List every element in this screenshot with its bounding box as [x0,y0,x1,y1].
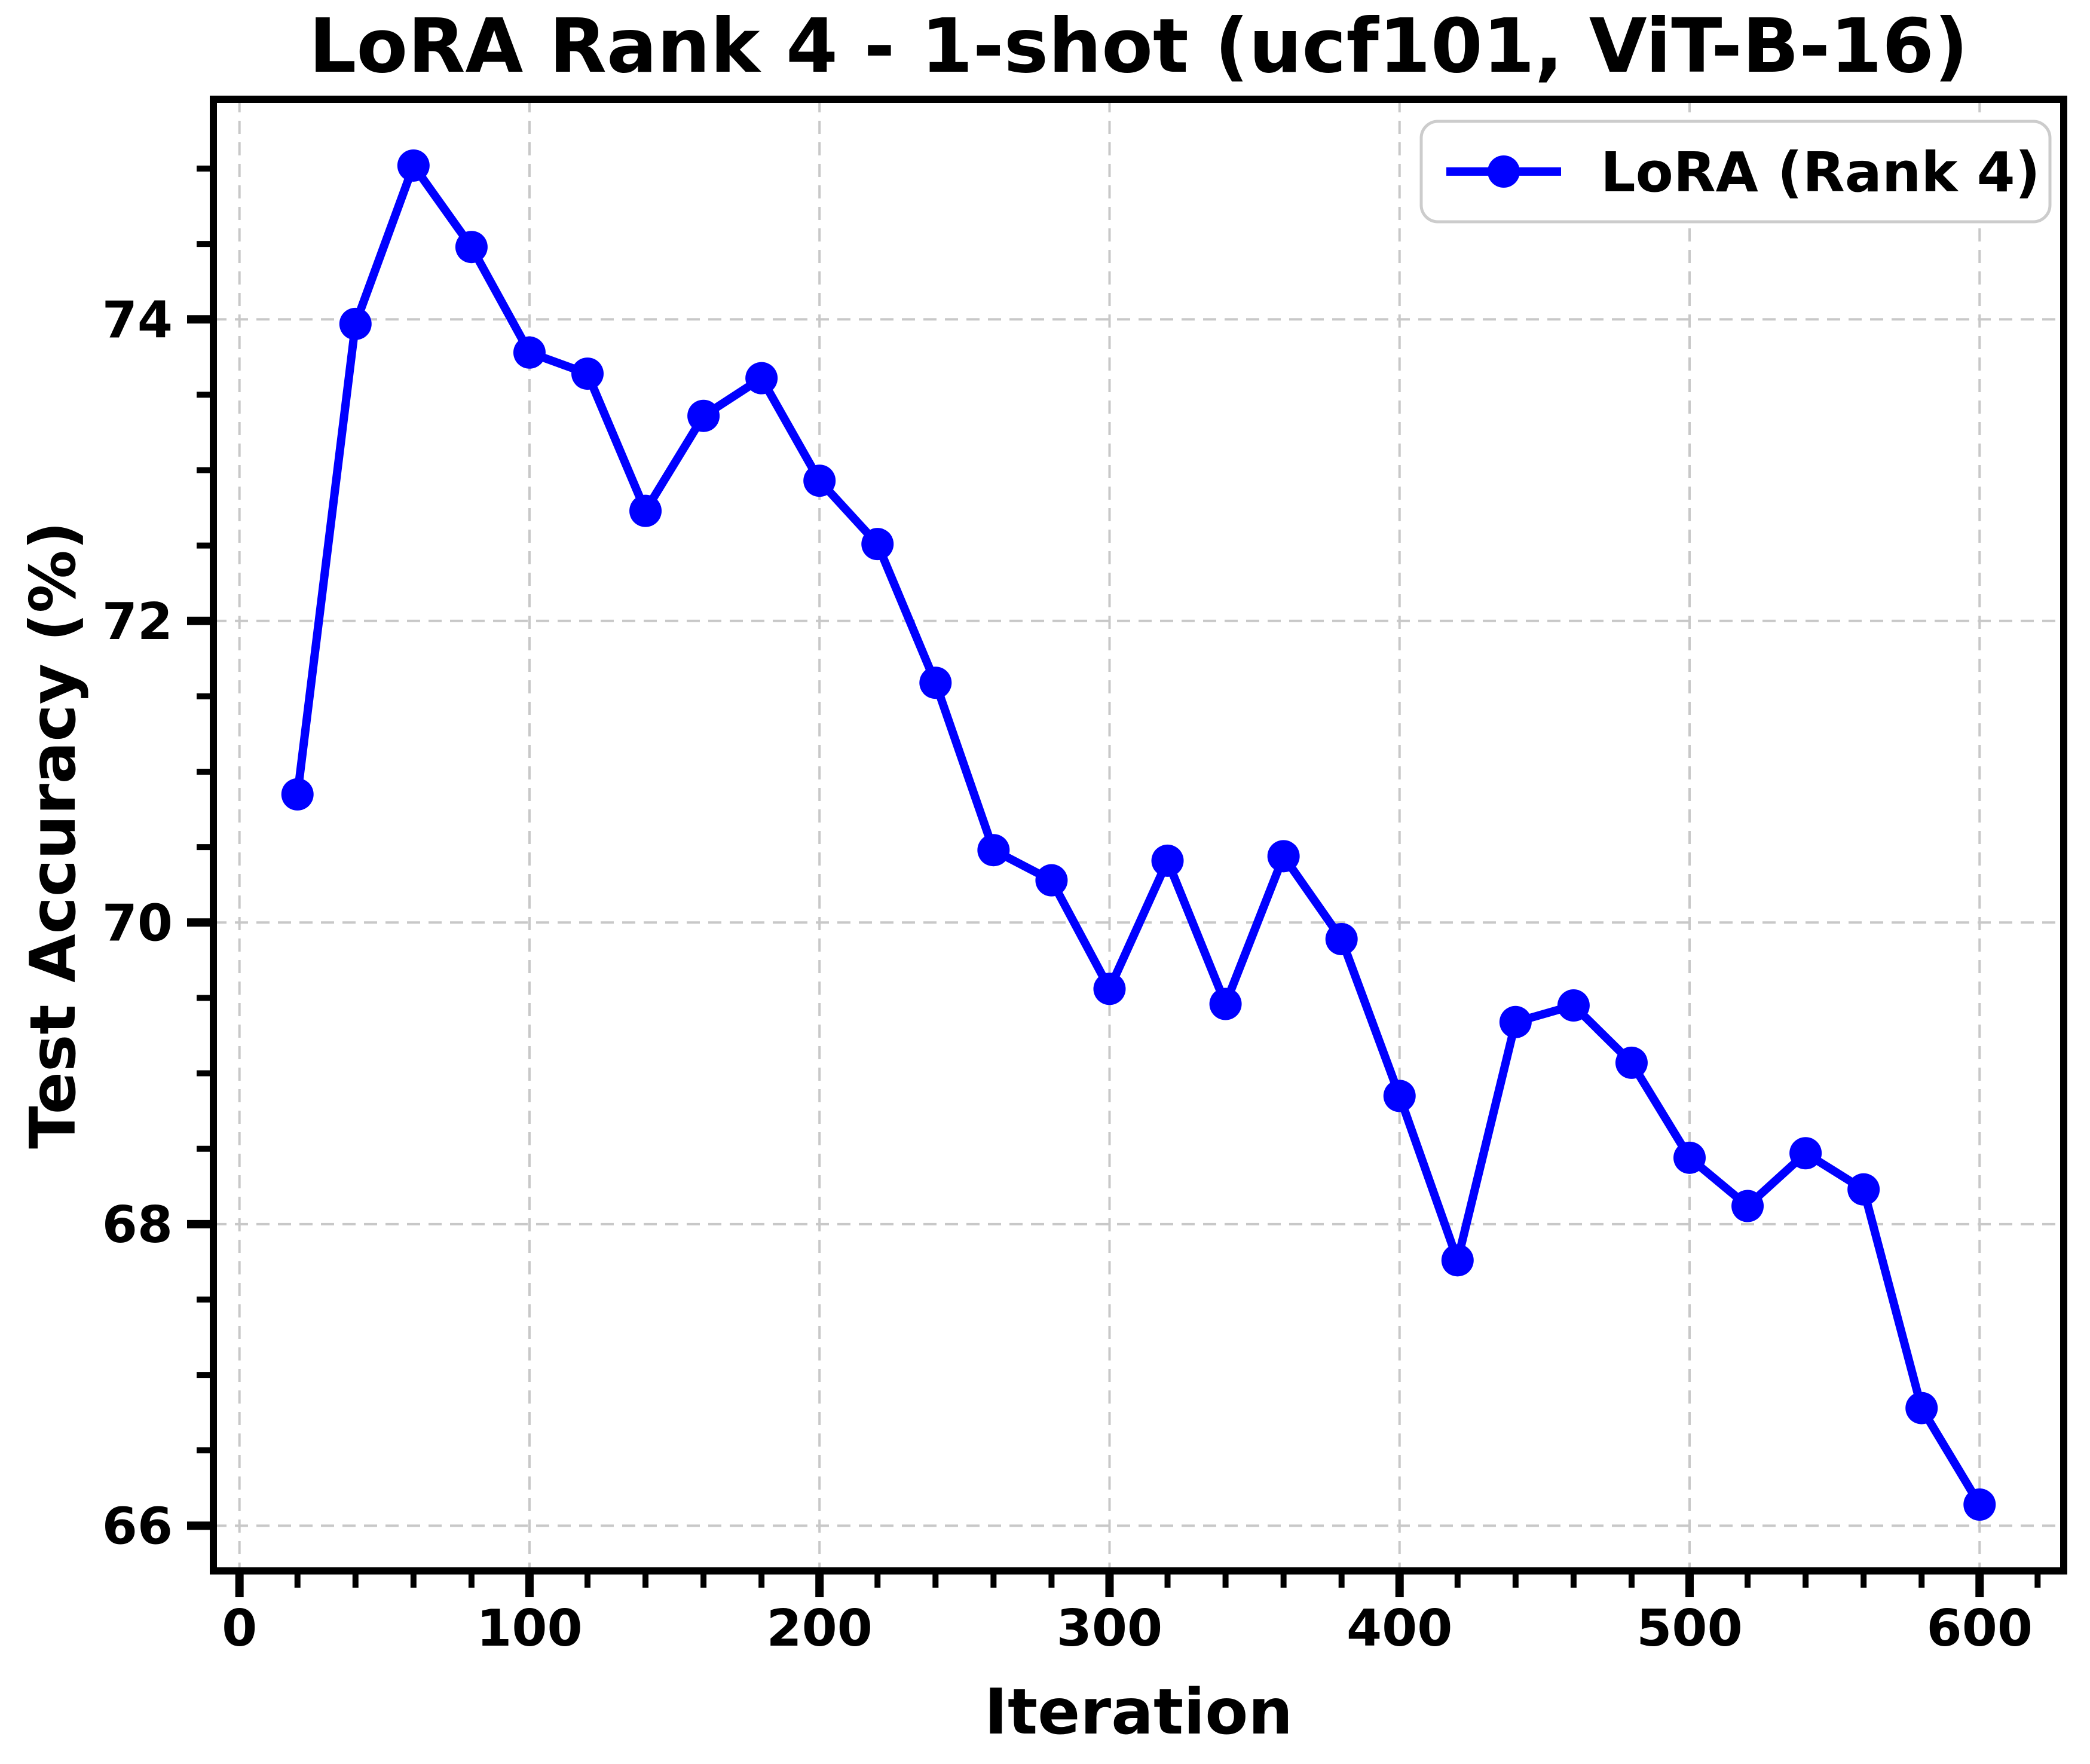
data-point-marker [513,336,546,369]
x-tick-label: 600 [1927,1599,2033,1658]
tick-label-layer: 0 100 200 300 400 500 600 66 68 70 72 74 [102,291,2033,1658]
data-point-marker [1209,988,1242,1020]
data-point-marker [861,528,894,561]
x-axis-label: Iteration [984,1676,1293,1748]
data-point-marker [1035,864,1068,897]
data-point-marker [1731,1190,1764,1222]
data-point-marker [803,464,836,497]
grid-layer [213,99,2064,1571]
x-tick-label: 200 [766,1599,872,1658]
x-tick-label: 400 [1347,1599,1452,1658]
data-point-marker [281,778,314,811]
plot-border [210,96,2067,1575]
data-point-marker [1847,1173,1880,1206]
data-point-marker [919,667,952,699]
x-tick-label: 0 [222,1599,257,1658]
tick-layer [187,166,2041,1597]
data-point-marker [1789,1137,1822,1170]
data-series-layer [281,149,1996,1521]
data-point-marker [1963,1488,1996,1521]
chart-title: LoRA Rank 4 - 1-shot (ucf101, ViT-B-16) [309,3,1969,90]
data-point-marker [1325,923,1358,956]
data-point-marker [1905,1392,1938,1424]
legend: LoRA (Rank 4) [1419,120,2052,224]
data-point-marker [339,307,372,340]
data-point-marker [1673,1141,1706,1174]
x-tick-label: 300 [1057,1599,1162,1658]
data-point-marker [687,399,720,432]
legend-label: LoRA (Rank 4) [1601,140,2040,204]
x-tick-label: 500 [1636,1599,1742,1658]
legend-box [1419,120,2052,224]
data-point-marker [397,149,430,182]
data-point-marker [455,231,488,264]
data-point-marker [629,494,662,527]
y-tick-label: 66 [102,1497,173,1556]
y-tick-label: 70 [102,894,173,953]
data-point-marker [1151,844,1184,877]
y-tick-label: 74 [102,291,173,350]
data-point-marker [1383,1080,1416,1112]
x-tick-label: 100 [476,1599,582,1658]
series-line [293,161,1984,1509]
data-point-marker [1093,973,1126,1005]
data-point-marker [571,357,604,390]
y-tick-label: 72 [102,592,173,652]
data-point-marker [1441,1244,1474,1277]
data-point-marker [745,362,778,395]
data-point-marker [1267,840,1300,873]
data-point-marker [1557,989,1590,1022]
legend-marker-icon [1488,155,1520,188]
data-point-marker [1615,1046,1648,1079]
y-tick-label: 68 [102,1196,173,1255]
data-point-marker [977,834,1010,867]
data-point-marker [1499,1005,1532,1038]
y-axis-label: Test Accuracy (%) [17,521,90,1149]
